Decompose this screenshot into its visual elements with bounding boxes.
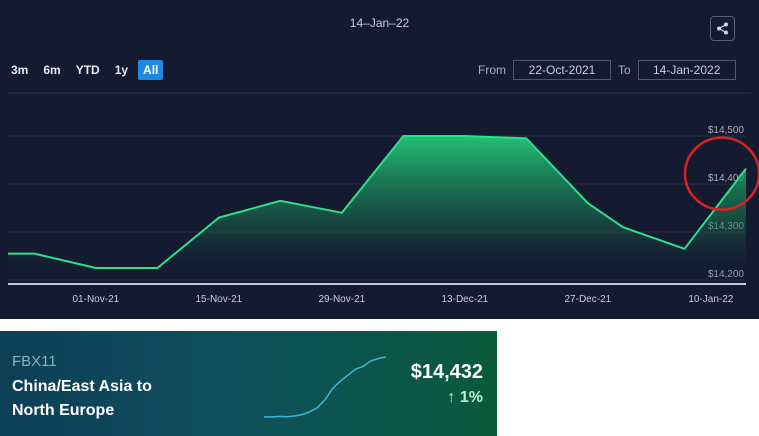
range-selector: 3m 6m YTD 1y All bbox=[6, 60, 168, 80]
range-6m-button[interactable]: 6m bbox=[43, 63, 61, 77]
price-chart-panel: $14,200$14,300$14,400$14,50001-Nov-2115-… bbox=[0, 0, 759, 319]
y-tick-label: $14,400 bbox=[708, 173, 745, 184]
route-line-1: China/East Asia to bbox=[12, 378, 152, 395]
x-tick-label: 29-Nov-21 bbox=[319, 294, 366, 305]
sparkline-chart bbox=[263, 356, 387, 418]
date-range-picker: From To bbox=[478, 60, 743, 80]
to-date-input[interactable] bbox=[637, 60, 736, 80]
from-date-input[interactable] bbox=[513, 60, 611, 80]
x-tick-label: 01-Nov-21 bbox=[73, 294, 120, 305]
range-all-button[interactable]: All bbox=[138, 60, 164, 80]
hovered-date: 14–Jan–22 bbox=[349, 16, 410, 30]
highlight-circle bbox=[683, 136, 759, 211]
route-line-2: North Europe bbox=[12, 402, 115, 419]
fbx-index-card[interactable]: FBX11 China/East Asia to North Europe $1… bbox=[0, 331, 497, 436]
range-1y-button[interactable]: 1y bbox=[114, 63, 129, 77]
x-tick-label: 10-Jan-22 bbox=[688, 294, 733, 305]
index-code: FBX11 bbox=[12, 353, 57, 370]
x-tick-label: 15-Nov-21 bbox=[196, 294, 243, 305]
price-chart: $14,200$14,300$14,400$14,50001-Nov-2115-… bbox=[7, 92, 759, 305]
y-tick-label: $14,500 bbox=[708, 125, 745, 136]
change-percent: 1% bbox=[459, 389, 483, 406]
range-ytd-button[interactable]: YTD bbox=[75, 63, 100, 77]
arrow-up-icon: ↑ bbox=[447, 389, 456, 406]
index-price: $14,432 bbox=[410, 361, 483, 383]
price-line bbox=[8, 135, 747, 269]
share-icon bbox=[717, 22, 728, 35]
area-fill bbox=[8, 136, 746, 280]
index-change: ↑ 1% bbox=[447, 389, 483, 407]
range-3m-button[interactable]: 3m bbox=[11, 63, 29, 77]
to-label: To bbox=[618, 63, 631, 77]
x-tick-label: 27-Dec-21 bbox=[565, 294, 612, 305]
from-label: From bbox=[478, 63, 506, 77]
sparkline-path bbox=[263, 356, 387, 418]
x-tick-label: 13-Dec-21 bbox=[442, 294, 489, 305]
share-button[interactable] bbox=[710, 16, 735, 41]
route-name: China/East Asia to North Europe bbox=[12, 375, 152, 423]
